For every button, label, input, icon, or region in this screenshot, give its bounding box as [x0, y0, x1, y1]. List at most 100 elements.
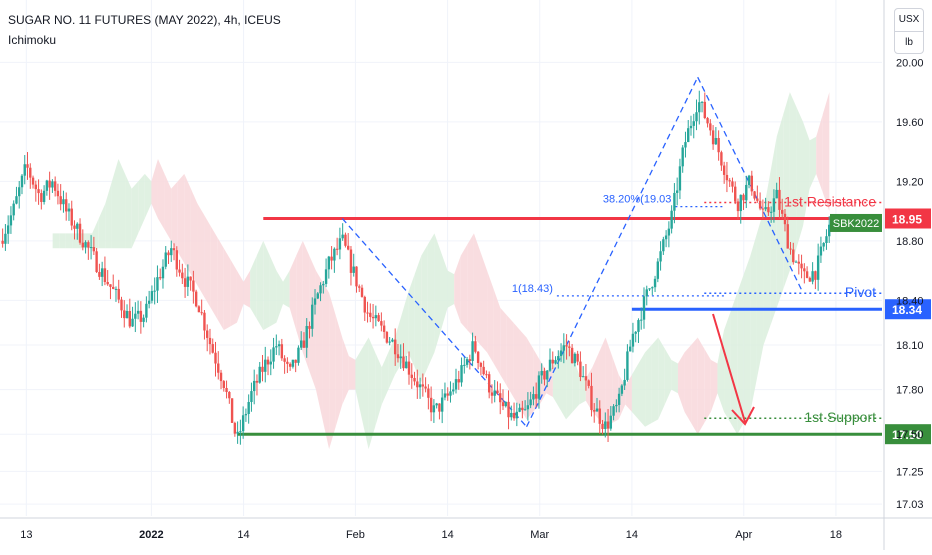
candle-body	[200, 312, 203, 314]
cloud-segment	[664, 348, 672, 405]
candle-body	[355, 266, 358, 287]
candle-body	[360, 287, 364, 297]
candle-body	[382, 325, 386, 332]
candle-body	[764, 207, 767, 210]
candle-body	[23, 164, 26, 176]
candle-body	[308, 325, 311, 329]
level-price-tag	[885, 424, 931, 445]
forecast-arrow-head	[731, 406, 755, 426]
candle-body	[159, 277, 162, 279]
candle-body	[333, 248, 336, 261]
cloud-segment	[519, 330, 527, 420]
fib-label: 1(18.43)	[512, 283, 553, 295]
cloud-segment	[763, 173, 771, 345]
candle-body	[465, 359, 469, 365]
candle-body	[745, 184, 748, 201]
candle-body	[123, 310, 126, 319]
candle-body	[438, 403, 441, 412]
candle-body	[405, 361, 408, 369]
candle-body	[753, 191, 756, 199]
cloud-segment	[421, 244, 428, 383]
cloud-segment	[329, 292, 336, 450]
cloud-segment	[658, 337, 665, 420]
candle-body	[352, 266, 355, 273]
candle-body	[620, 385, 624, 394]
cloud-segment	[276, 270, 284, 323]
candle-body	[546, 370, 549, 380]
currency-label[interactable]: USX	[898, 14, 920, 25]
time-tick-label: Feb	[346, 529, 365, 541]
candle-body	[435, 403, 438, 406]
cloud-segment	[671, 359, 678, 394]
candle-body	[139, 310, 143, 322]
candle-body	[609, 415, 613, 429]
candle-body	[440, 397, 444, 412]
cloud-segment	[816, 114, 823, 193]
cloud-segment	[335, 315, 343, 427]
cloud-segment	[52, 233, 60, 249]
candle-body	[164, 252, 167, 267]
cloud-segment	[493, 289, 501, 375]
cloud-segment	[375, 352, 382, 427]
candle-body	[811, 271, 814, 282]
candle-body	[324, 269, 328, 284]
candle-body	[692, 121, 695, 126]
candle-body	[222, 381, 225, 389]
price-tick-label: 18.40	[896, 295, 924, 307]
symbol-title[interactable]: SUGAR NO. 11 FUTURES (MAY 2022), 4h, ICE…	[8, 13, 281, 27]
candle-body	[388, 341, 391, 343]
candle-body	[637, 320, 640, 332]
candle-body	[150, 291, 154, 301]
candle-body	[805, 271, 809, 278]
candle-body	[346, 245, 350, 250]
candle-body	[493, 390, 496, 396]
candle-body	[56, 190, 60, 197]
candle-body	[95, 251, 98, 273]
candle-body	[548, 359, 552, 371]
candle-body	[305, 325, 308, 348]
cloud-segment	[138, 173, 145, 234]
level-label: Pivot	[845, 284, 876, 300]
indicator-label[interactable]: Ichimoku	[8, 33, 57, 47]
candle-body	[59, 196, 62, 205]
cloud-segment	[151, 159, 158, 219]
candle-body	[781, 209, 784, 214]
unit-selector[interactable]: USX lb	[894, 8, 924, 54]
cloud-segment	[381, 352, 389, 405]
candle-body	[98, 272, 101, 277]
candle-body	[311, 304, 314, 329]
candle-body	[51, 181, 54, 188]
candle-body	[471, 341, 474, 361]
candle-body	[92, 247, 96, 252]
candle-body	[335, 248, 339, 250]
candle-body	[816, 255, 820, 280]
candle-body	[499, 393, 502, 403]
candle-body	[617, 393, 621, 405]
cloud-segment	[684, 344, 692, 424]
level-lines	[236, 201, 882, 436]
candle-body	[272, 347, 275, 362]
candle-body	[573, 353, 577, 364]
price-tick-label: 18.80	[896, 236, 924, 248]
candle-body	[253, 380, 256, 392]
chart-legend: SUGAR NO. 11 FUTURES (MAY 2022), 4h, ICE…	[8, 10, 281, 50]
candle-body	[26, 164, 29, 168]
candle-body	[734, 186, 737, 202]
candle-body	[402, 356, 405, 369]
cloud-segment	[171, 181, 178, 252]
candle-body	[653, 278, 657, 288]
candle-body	[4, 233, 7, 244]
unit-label[interactable]: lb	[895, 31, 923, 54]
cloud-segment	[236, 270, 244, 323]
cloud-segment	[717, 330, 725, 412]
candle-body	[117, 288, 120, 300]
candle-body	[45, 180, 49, 191]
candle-body	[512, 412, 516, 419]
candle-body	[211, 344, 214, 353]
forecast-arrow-shaft	[712, 313, 746, 423]
cloud-segment	[776, 114, 784, 308]
candle-body	[142, 317, 145, 322]
